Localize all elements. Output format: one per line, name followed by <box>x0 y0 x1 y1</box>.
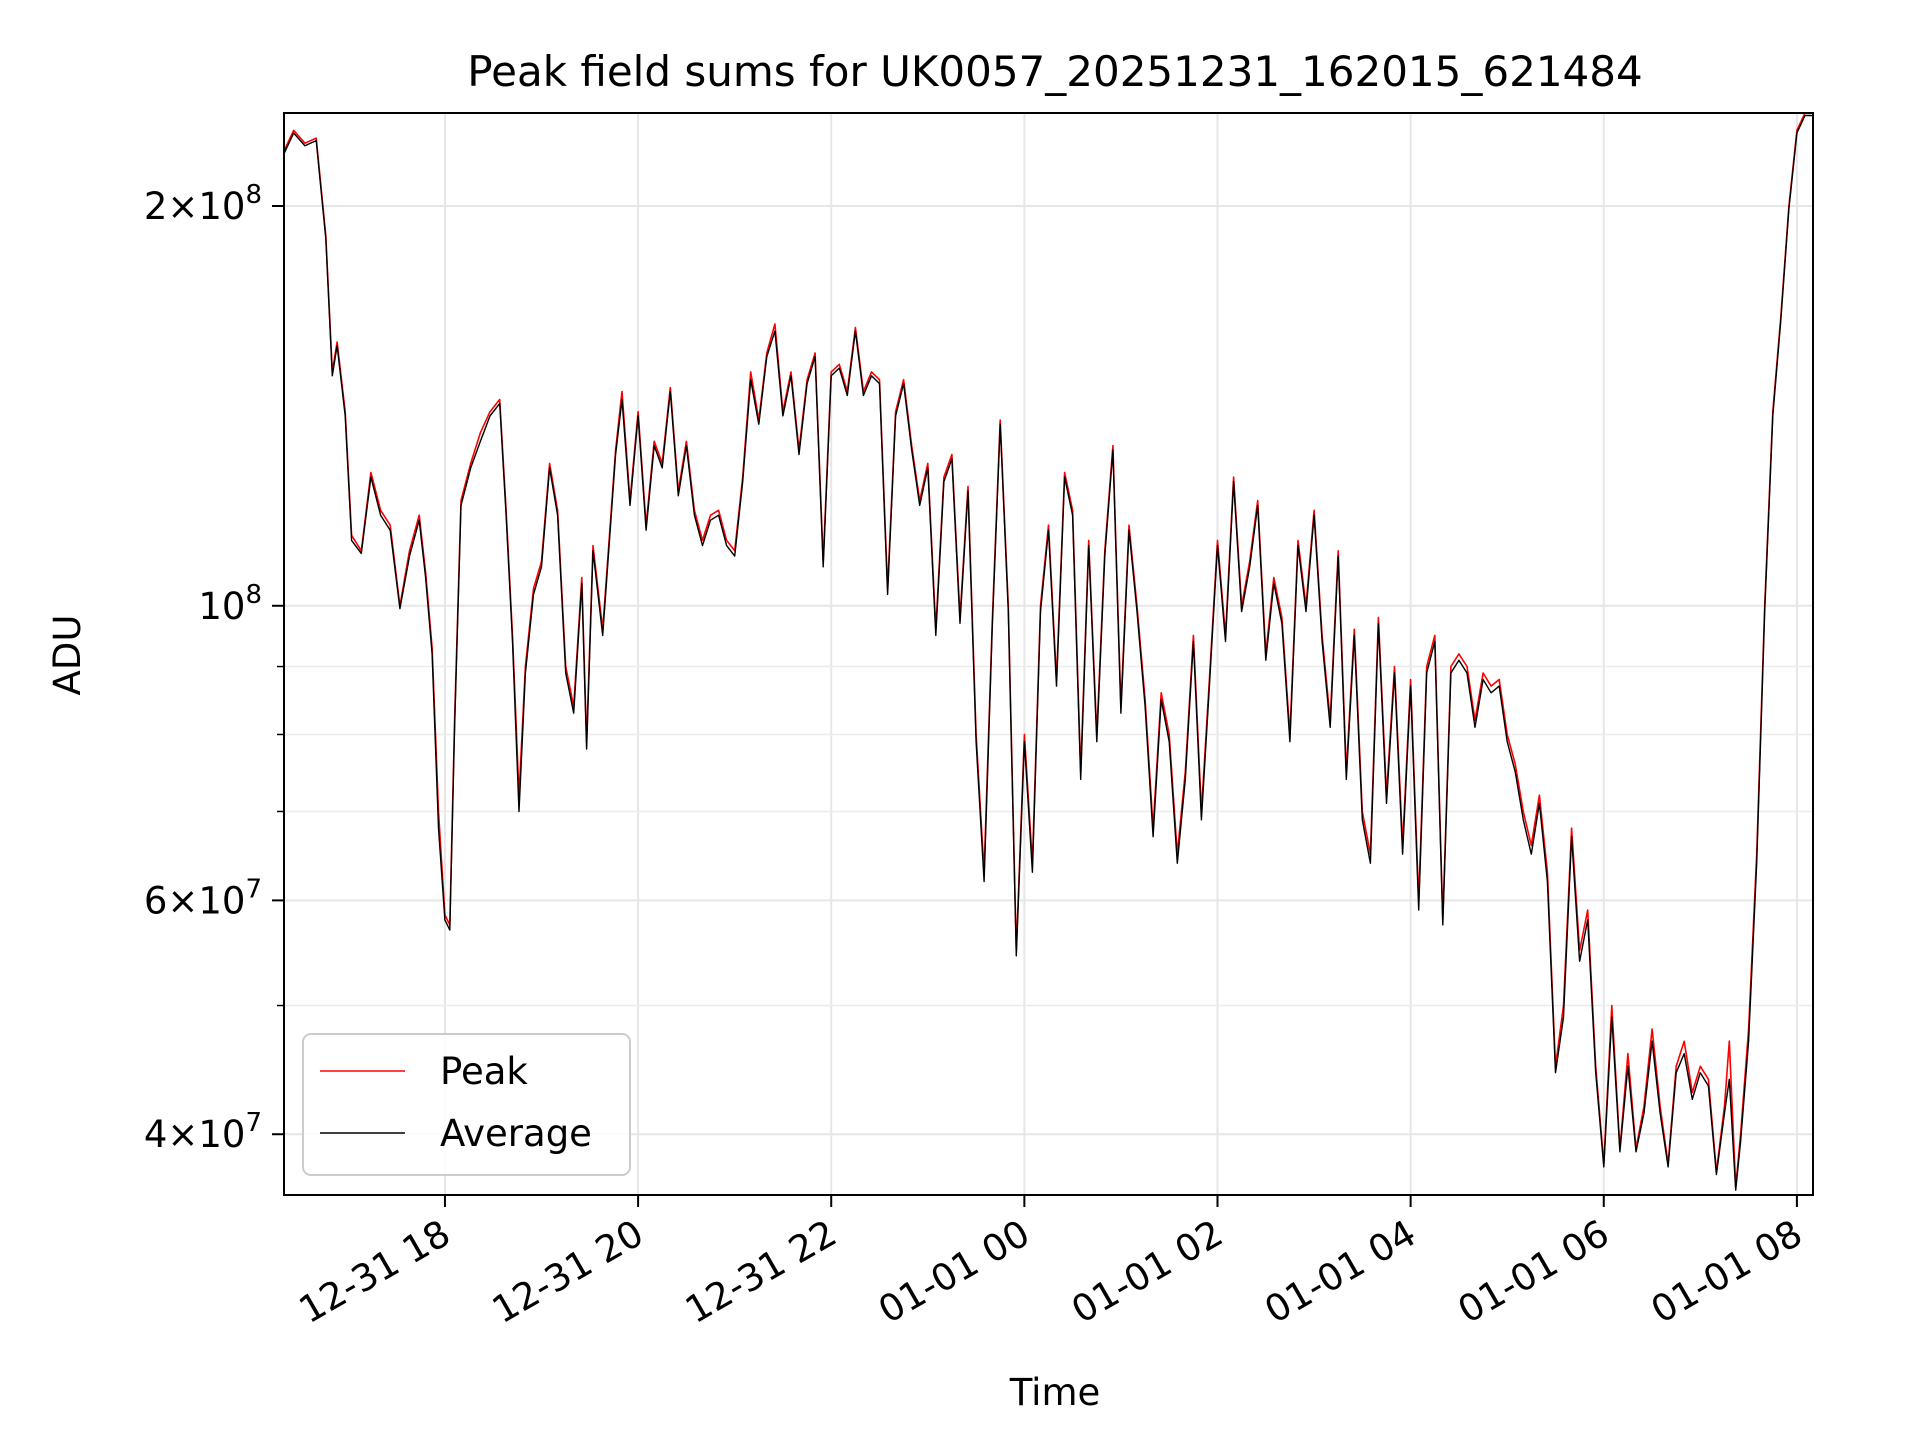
y-tick-exponent: 7 <box>245 874 262 904</box>
grid <box>284 113 1813 1195</box>
y-tick-base: 4 <box>144 1113 168 1156</box>
x-axis-label: Time <box>1009 1371 1101 1414</box>
y-tick-times: ×10 <box>167 879 245 922</box>
plot-frame <box>283 112 1814 1196</box>
y-tick-ten: 10 <box>198 585 245 628</box>
y-tick-exponent: 8 <box>245 180 262 210</box>
y-tick-label: 108 <box>198 580 262 628</box>
legend-box <box>302 1033 631 1176</box>
y-tick-base: 2 <box>144 185 168 228</box>
y-tick-times: ×10 <box>167 1113 245 1156</box>
y-tick-label: 4×107 <box>144 1108 262 1156</box>
y-axis-label: ADU <box>46 615 89 696</box>
chart-title: Peak field sums for UK0057_20251231_1620… <box>467 47 1642 96</box>
y-tick-times: ×10 <box>167 185 245 228</box>
series-group <box>284 113 1813 1191</box>
y-tick-label: 2×108 <box>144 180 262 228</box>
legend-label-peak: Peak <box>440 1050 528 1093</box>
legend-label-average: Average <box>440 1112 592 1155</box>
y-tick-exponent: 7 <box>245 1108 262 1138</box>
y-tick-label: 6×107 <box>144 874 262 922</box>
legend: Peak Average <box>302 1033 631 1176</box>
series-line-average <box>284 114 1813 1191</box>
y-tick-exponent: 8 <box>245 580 262 610</box>
y-tick-base: 6 <box>144 879 168 922</box>
